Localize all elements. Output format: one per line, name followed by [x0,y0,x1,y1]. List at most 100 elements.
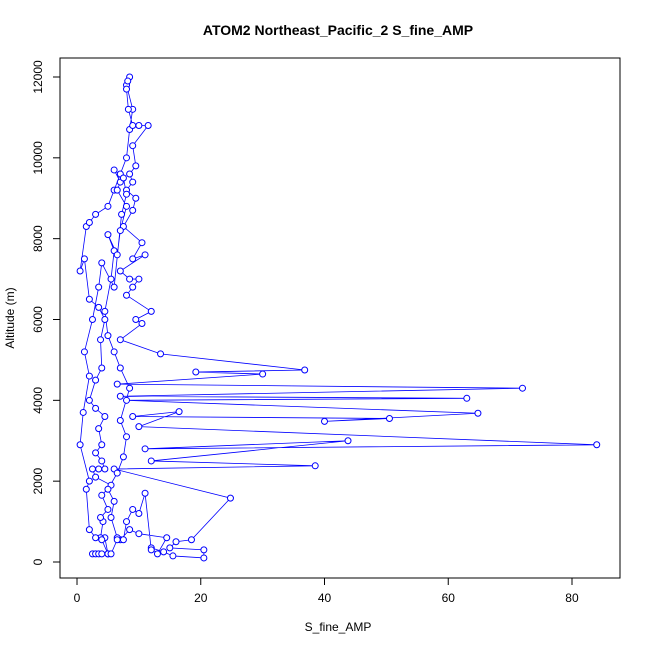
data-point [98,550,106,558]
data-point [98,491,106,499]
data-point [135,121,143,129]
data-point [123,518,131,526]
data-point [104,505,112,513]
data-point [76,441,84,449]
data-point [138,239,146,247]
data-point [116,267,124,275]
data-point [107,514,115,522]
data-point [141,251,149,259]
data-point [110,166,118,174]
data-point [166,544,174,552]
data-point [116,364,124,372]
y-tick-label: 12000 [31,60,45,94]
data-point [123,154,131,162]
data-point [141,445,149,453]
data-point [107,550,115,558]
data-point [104,202,112,210]
data-point [113,469,121,477]
data-point [169,552,177,560]
data-point [132,162,140,170]
data-point [226,494,234,502]
data-point [95,283,103,291]
data-point [113,536,121,544]
y-tick-label: 6000 [31,306,45,333]
data-point [88,315,96,323]
y-tick-label: 4000 [31,387,45,414]
data-point [113,186,121,194]
data-point [311,462,319,470]
data-point [157,350,165,358]
data-point [126,384,134,392]
data-point [88,465,96,473]
data-point [153,550,161,558]
data-point [95,425,103,433]
data-point [129,206,137,214]
data-point [98,457,106,465]
data-point [160,548,168,556]
data-point [123,433,131,441]
data-point [92,404,100,412]
data-point [124,105,132,113]
data-point [172,538,180,546]
data-point [110,348,118,356]
data-point [92,534,100,542]
data-point [123,291,131,299]
x-axis-label: S_fine_AMP [305,620,372,634]
data-point [129,142,137,150]
data-point [110,497,118,505]
data-point [104,485,112,493]
data-point [126,275,134,283]
data-point [144,121,152,129]
data-point [97,514,105,522]
data-point [132,315,140,323]
data-point [344,437,352,445]
data-point [85,295,93,303]
data-point [463,394,471,402]
data-point [92,376,100,384]
data-point [119,536,127,544]
data-point [123,85,131,93]
data-point [124,77,132,85]
chart-title: ATOM2 Northeast_Pacific_2 S_fine_AMP [203,22,473,38]
data-point [135,530,143,538]
data-point [119,174,127,182]
data-point [200,554,208,562]
data-point [129,178,137,186]
data-point [97,336,105,344]
x-tick-label: 0 [74,591,81,605]
data-point [259,370,267,378]
data-point [98,536,106,544]
data-point [138,320,146,328]
data-point [518,384,526,392]
data-point [385,415,393,423]
data-point [126,170,134,178]
data-point [301,366,309,374]
data-point [119,453,127,461]
data-point [123,202,131,210]
data-point [129,255,137,263]
data-point [85,477,93,485]
data-point [135,509,143,517]
data-point [92,449,100,457]
data-point [200,546,208,554]
data-point [79,408,87,416]
data-point [129,505,137,513]
data-point [113,251,121,259]
x-tick-label: 80 [565,591,579,605]
data-point [141,489,149,497]
x-tick-label: 40 [318,591,332,605]
data-point [101,315,109,323]
data-point [321,417,329,425]
y-axis-label: Altitude (m) [3,287,17,348]
data-point [98,259,106,267]
data-point [82,485,90,493]
data-point [80,348,88,356]
data-point [126,526,134,534]
data-point [135,275,143,283]
data-point [95,465,103,473]
data-point [85,218,93,226]
data-point [147,307,155,315]
data-point [129,121,137,129]
data-point [104,332,112,340]
